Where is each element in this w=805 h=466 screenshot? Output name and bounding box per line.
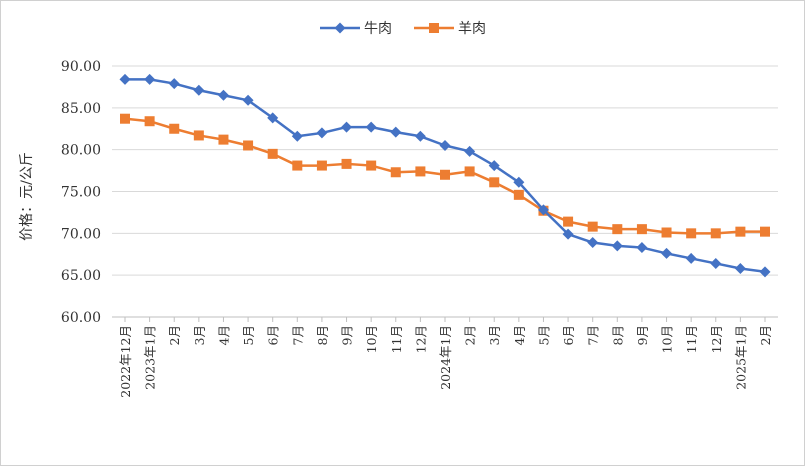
data-point: [611, 240, 623, 252]
data-point: [710, 228, 721, 239]
data-point: [119, 73, 131, 85]
data-point: [267, 112, 279, 124]
data-point: [489, 177, 500, 188]
data-point: [218, 134, 229, 145]
data-point: [562, 228, 574, 240]
x-tick-label: 5月: [536, 325, 551, 345]
x-tick-label: 6月: [266, 325, 281, 345]
x-tick-label: 3月: [192, 325, 207, 345]
y-tick-label: 90.00: [61, 59, 101, 75]
data-point: [612, 224, 623, 235]
data-point: [440, 169, 450, 180]
data-point: [587, 221, 598, 232]
data-point: [169, 123, 180, 134]
data-point: [734, 262, 746, 274]
data-point: [341, 158, 352, 169]
y-tick-label: 70.00: [61, 226, 101, 242]
data-point: [636, 224, 647, 235]
y-tick-label: 85.00: [61, 101, 101, 117]
data-point: [168, 78, 180, 90]
data-point: [563, 216, 574, 227]
data-point: [243, 140, 254, 151]
data-point: [242, 94, 254, 106]
y-tick-label: 65.00: [61, 268, 101, 284]
data-point: [390, 126, 402, 138]
x-tick-label: 12月: [709, 325, 724, 353]
x-tick-label: 8月: [610, 325, 625, 345]
x-tick-label: 11月: [684, 325, 699, 353]
x-tick-label: 8月: [315, 325, 330, 345]
x-tick-label: 5月: [241, 325, 256, 345]
y-tick-label: 80.00: [61, 143, 101, 159]
x-tick-label: 9月: [635, 325, 650, 345]
data-point: [292, 160, 303, 171]
x-tick-label: 2月: [167, 325, 182, 345]
data-point: [193, 130, 204, 141]
x-tick-label: 12月: [413, 325, 428, 353]
data-point: [686, 228, 697, 239]
data-point: [685, 252, 697, 264]
data-point: [415, 166, 426, 177]
x-tick-label: 7月: [586, 325, 601, 345]
data-point: [636, 242, 648, 254]
x-tick-label: 2025年1月: [733, 325, 748, 390]
data-point: [366, 160, 377, 171]
x-tick-label: 10月: [364, 325, 379, 353]
data-point: [390, 167, 401, 178]
data-point: [193, 84, 205, 96]
data-point: [316, 127, 328, 139]
data-point: [267, 148, 278, 159]
data-point: [291, 130, 303, 142]
legend-marker: [334, 22, 346, 34]
data-point: [537, 204, 549, 216]
x-tick-label: 6月: [561, 325, 576, 345]
y-tick-label: 75.00: [61, 185, 101, 201]
x-tick-label: 3月: [487, 325, 502, 345]
data-point: [365, 121, 377, 133]
x-tick-label: 10月: [660, 325, 675, 353]
legend-label: 羊肉: [458, 21, 486, 37]
data-point: [710, 257, 722, 269]
x-tick-label: 11月: [389, 325, 404, 353]
x-tick-label: 2月: [463, 325, 478, 345]
data-point: [488, 160, 500, 172]
data-point: [587, 237, 599, 249]
legend-marker: [429, 23, 439, 33]
x-tick-label: 4月: [512, 325, 527, 345]
data-point: [513, 189, 524, 200]
data-point: [759, 266, 771, 278]
legend-label: 牛肉: [364, 21, 392, 37]
data-point: [464, 166, 475, 177]
data-point: [120, 113, 130, 124]
data-point: [513, 176, 525, 188]
data-point: [341, 121, 353, 133]
data-point: [217, 89, 229, 101]
data-point: [316, 160, 327, 171]
x-tick-label: 4月: [216, 325, 231, 345]
y-tick-label: 60.00: [61, 310, 101, 326]
x-tick-label: 2月: [758, 325, 773, 345]
data-point: [144, 116, 155, 127]
data-point: [144, 73, 156, 85]
x-tick-label: 9月: [340, 325, 355, 345]
data-point: [661, 227, 672, 238]
x-tick-label: 2024年1月: [438, 325, 453, 390]
data-point: [439, 139, 451, 151]
x-tick-label: 7月: [290, 325, 305, 345]
data-point: [661, 247, 673, 259]
data-point: [760, 226, 770, 237]
data-point: [735, 226, 746, 237]
y-axis-label: 价格：元/公斤: [19, 152, 35, 241]
data-point: [464, 145, 476, 157]
x-tick-label: 2023年1月: [143, 325, 158, 390]
x-tick-label: 2022年12月: [118, 325, 133, 398]
data-point: [414, 130, 426, 142]
